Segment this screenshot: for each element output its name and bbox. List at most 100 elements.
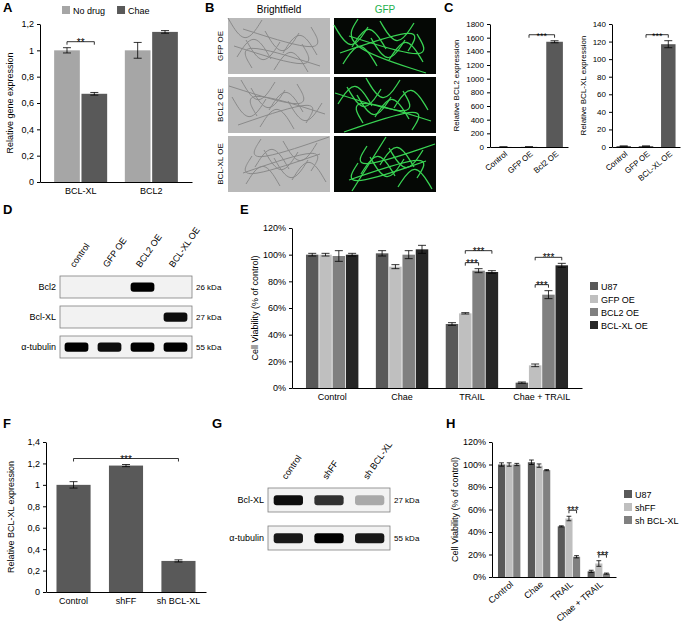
y-tick-label: 120%	[463, 437, 486, 447]
y-tick-mark	[43, 571, 46, 572]
y-tick: 1,4	[27, 437, 46, 447]
texture-stroke	[264, 150, 298, 170]
western-blot: controlshFFsh BCL-XLBcl-XL27 kDaα-tubuli…	[229, 440, 420, 550]
bar	[529, 365, 542, 388]
error-bar	[174, 560, 182, 562]
y-tick-mark	[289, 255, 292, 256]
blot-band	[98, 313, 122, 322]
y-tick-mark	[43, 485, 46, 486]
plot-area	[616, 41, 675, 147]
y-tick-label: 400	[471, 116, 485, 125]
texture-stroke	[389, 42, 423, 62]
bar	[543, 470, 550, 577]
y-tick-label: 0,6	[27, 523, 40, 533]
y-tick: 80%	[268, 277, 292, 287]
error-bar	[507, 463, 512, 466]
y-tick: 0,8	[21, 72, 40, 82]
bar	[513, 465, 520, 578]
bar-chart: 020040060080010001200140016001800Control…	[452, 20, 568, 176]
y-tick: 0,8	[27, 502, 46, 512]
figure: ABCDEFGH00,20,40,60,811,2BCL-XLBCL2Relat…	[0, 0, 685, 629]
error-bar	[322, 253, 330, 256]
y-axis-line	[490, 25, 491, 148]
x-tick: Control	[59, 596, 88, 606]
error-bar	[122, 465, 130, 467]
legend-label: sh BCL-XL	[635, 516, 679, 526]
y-tick-label: 0,4	[21, 125, 34, 135]
blot-row-label: Bcl2	[38, 282, 56, 292]
bar	[319, 255, 332, 388]
bar	[459, 313, 472, 388]
y-tick-mark	[37, 50, 40, 51]
y-tick-label: 100%	[263, 250, 286, 260]
error-bar	[525, 146, 533, 147]
error-bar	[499, 463, 504, 466]
significance-label: ***	[652, 31, 663, 41]
y-axis-title: Cell Viability (% of control)	[250, 256, 260, 361]
y-tick-label: 1,4	[27, 437, 40, 447]
y-tick-mark	[609, 77, 612, 78]
y-tick-label: 1	[29, 46, 34, 56]
y-tick: 800	[471, 88, 490, 97]
blot-row-label: α-tubulin	[229, 533, 264, 543]
y-tick: 0	[29, 177, 40, 187]
error-bar	[499, 146, 507, 147]
y-axis: 00,20,40,60,811,21,4	[27, 437, 46, 597]
y-tick: 100	[593, 55, 612, 64]
bar	[472, 271, 485, 388]
y-tick-label: 60%	[468, 505, 486, 515]
bar	[486, 272, 499, 388]
micrograph	[228, 77, 330, 133]
legend-label: shFF	[635, 503, 656, 513]
y-tick-mark	[289, 281, 292, 282]
y-axis: 0%20%40%60%80%100%120%	[263, 223, 293, 393]
x-axis: ControlGFP OEBcl2 OE	[484, 148, 569, 176]
y-tick-mark	[487, 51, 490, 52]
y-tick: 0,4	[27, 545, 46, 555]
lane-label: control	[68, 241, 92, 269]
error-bar	[134, 42, 142, 58]
texture-stroke	[349, 34, 424, 54]
x-tick: Chae	[522, 579, 545, 600]
texture-stroke	[351, 19, 426, 73]
error-bar	[70, 482, 78, 488]
y-tick: 1600	[466, 34, 490, 43]
y-tick: 40%	[268, 330, 292, 340]
micrograph-texture	[243, 137, 329, 186]
row-label: BCL-XL OE	[216, 143, 225, 185]
x-axis-line	[491, 147, 569, 148]
bar	[402, 255, 415, 388]
y-tick-mark	[37, 103, 40, 104]
legend-swatch	[590, 308, 598, 316]
y-tick-label: 0%	[273, 383, 286, 393]
x-tick-label: BCL-XL OE	[636, 149, 674, 183]
y-axis: 0%20%40%60%80%100%120%	[463, 437, 493, 582]
error-bar	[405, 251, 413, 259]
plot-area	[54, 31, 178, 182]
y-tick-label: 0	[35, 587, 40, 597]
y-axis: 020040060080010001200140016001800	[466, 20, 490, 152]
y-tick-label: 20%	[468, 550, 486, 560]
y-tick: 60	[597, 90, 612, 99]
blot-band	[98, 283, 122, 292]
bar-chart: 0%20%40%60%80%100%120%ControlChaeTRAILCh…	[250, 223, 647, 402]
bar	[306, 255, 319, 388]
texture-stroke	[241, 80, 275, 100]
lane-label: BCL2 OE	[134, 232, 164, 269]
texture-stroke	[274, 52, 308, 72]
y-tick-label: 600	[471, 102, 485, 111]
x-tick: TRAIL	[459, 392, 485, 402]
legend: U87shFFsh BCL-XL	[624, 490, 679, 526]
y-tick: 0%	[473, 572, 492, 582]
y-tick-label: 100%	[463, 460, 486, 470]
western-blot: controlGFP OEBCL2 OEBCL-XL OEBcl226 kDaB…	[21, 225, 222, 358]
bar	[521, 146, 538, 147]
x-tick: Bcl2 OE	[532, 149, 560, 175]
x-tick-label: Chae + TRAIL	[555, 579, 605, 623]
error-bar	[514, 463, 519, 465]
plot-area	[498, 460, 610, 577]
bar	[528, 462, 535, 577]
y-axis: 00,20,40,60,811,2	[21, 19, 40, 187]
plot-area	[306, 245, 568, 388]
y-tick-label: 80%	[268, 277, 286, 287]
